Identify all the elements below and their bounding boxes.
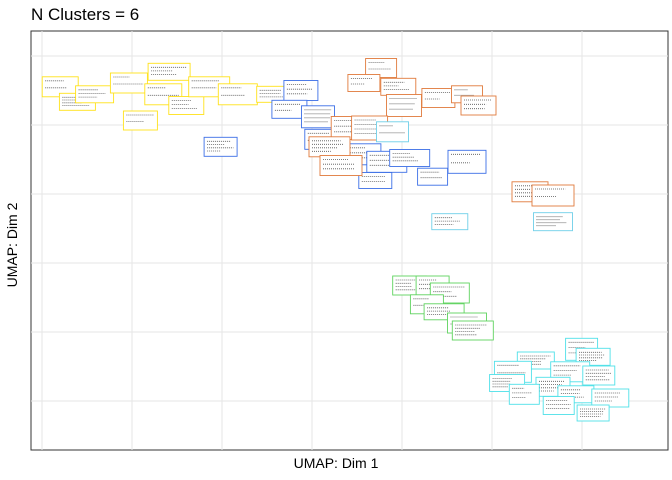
thumbnail-frame [109, 72, 148, 94]
data-point-thumbnail [283, 80, 319, 101]
thumbnail-frame [451, 320, 494, 341]
data-point-thumbnail [576, 404, 610, 422]
data-point-thumbnail [109, 72, 148, 94]
data-point-thumbnail [376, 121, 409, 143]
data-point-thumbnail [301, 105, 335, 129]
y-axis-label: UMAP: Dim 2 [4, 202, 20, 288]
data-points [41, 58, 630, 422]
data-point-thumbnail [508, 383, 540, 405]
thumbnail-frame [380, 77, 417, 96]
thumbnail-frame [447, 149, 487, 174]
data-point-thumbnail [582, 365, 616, 386]
data-point-thumbnail [168, 96, 205, 115]
data-point-thumbnail [531, 184, 575, 207]
thumbnail-frame [358, 172, 393, 189]
data-point-thumbnail [447, 149, 487, 174]
data-point-thumbnail [122, 110, 158, 131]
thumbnail-frame [319, 155, 363, 176]
data-point-thumbnail [358, 172, 393, 189]
data-point-thumbnail [533, 212, 573, 232]
thumbnail-frame [582, 365, 616, 386]
thumbnail-frame [75, 85, 115, 104]
chart-title: N Clusters = 6 [31, 5, 140, 24]
data-point-thumbnail [365, 58, 398, 78]
data-point-thumbnail [542, 396, 575, 415]
data-point-thumbnail [451, 320, 494, 341]
thumbnail-frame [508, 383, 540, 405]
data-point-thumbnail [575, 347, 611, 366]
data-point-thumbnail [380, 77, 417, 96]
thumbnail-frame [531, 184, 575, 207]
data-point-thumbnail [417, 167, 449, 186]
data-point-thumbnail [460, 95, 497, 116]
thumbnail-frame [431, 213, 469, 231]
data-point-thumbnail [308, 136, 351, 158]
thumbnail-frame [122, 110, 158, 131]
data-point-thumbnail [319, 155, 363, 176]
x-axis-label: UMAP: Dim 1 [293, 455, 379, 471]
thumbnail-frame [203, 136, 238, 157]
thumbnail-frame [542, 396, 575, 415]
thumbnail-frame [365, 58, 398, 78]
data-point-thumbnail [421, 88, 456, 108]
thumbnail-frame [217, 83, 258, 106]
thumbnail-frame [376, 121, 409, 143]
thumbnail-frame [301, 105, 335, 129]
thumbnail-frame [308, 136, 351, 158]
thumbnail-frame [421, 88, 456, 108]
thumbnail-frame [533, 212, 573, 232]
data-point-thumbnail [389, 149, 431, 167]
thumbnail-frame [389, 149, 431, 167]
thumbnail-frame [283, 80, 319, 101]
data-point-thumbnail [217, 83, 258, 106]
data-point-thumbnail [75, 85, 115, 104]
thumbnail-frame [168, 96, 205, 115]
thumbnail-frame [347, 74, 381, 92]
thumbnail-frame [460, 95, 497, 116]
thumbnail-frame [147, 62, 191, 81]
data-point-thumbnail [147, 62, 191, 81]
thumbnail-frame [417, 167, 449, 186]
data-point-thumbnail [386, 94, 422, 117]
data-point-thumbnail [347, 74, 381, 92]
data-point-thumbnail [203, 136, 238, 157]
thumbnail-frame [386, 94, 422, 117]
thumbnail-frame [576, 404, 610, 422]
data-point-thumbnail [431, 213, 469, 231]
data-point-thumbnail [591, 388, 630, 408]
thumbnail-frame [591, 388, 630, 408]
